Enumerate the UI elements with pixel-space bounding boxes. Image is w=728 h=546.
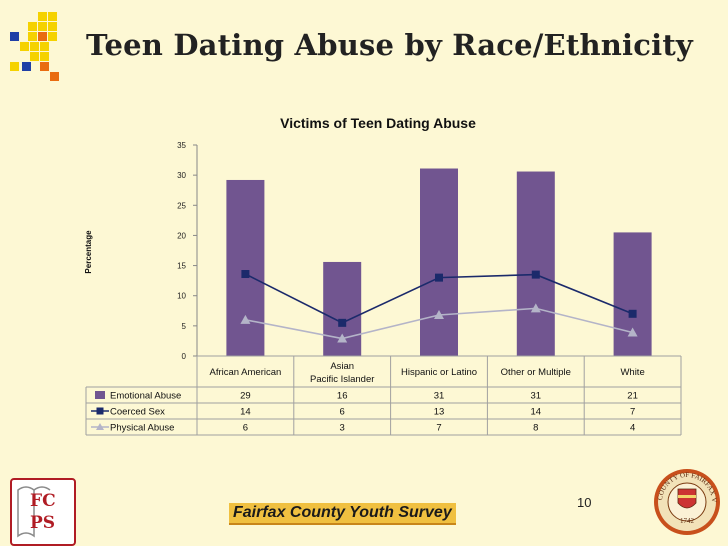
legend-label: Coerced Sex xyxy=(110,407,165,418)
marker-coerced-sex xyxy=(241,270,250,279)
crest-shield xyxy=(677,488,697,509)
y-axis: 0 5 10 15 20 25 30 35 xyxy=(177,141,198,361)
data-label: 31 xyxy=(434,391,445,402)
data-label: 29 xyxy=(240,391,251,402)
deco-square xyxy=(10,62,19,71)
deco-square xyxy=(10,32,19,41)
bar-emotional-abuse xyxy=(226,179,265,356)
chart-title: Victims of Teen Dating Abuse xyxy=(280,115,476,131)
marker-coerced-sex xyxy=(435,273,443,282)
data-label: 16 xyxy=(337,391,348,402)
deco-square xyxy=(38,22,47,31)
data-label: 3 xyxy=(340,423,345,434)
y-tick-label: 0 xyxy=(182,352,187,361)
decorative-squares xyxy=(10,12,59,81)
data-label: 21 xyxy=(627,391,638,402)
deco-square xyxy=(38,12,47,21)
deco-square xyxy=(50,72,59,81)
data-table: African American Asian Pacific Islander His… xyxy=(85,355,682,436)
marker-physical-abuse xyxy=(434,310,444,320)
marker-physical-abuse xyxy=(530,303,541,313)
legend-label: Emotional Abuse xyxy=(110,391,181,402)
deco-square xyxy=(30,42,39,51)
y-tick-label: 10 xyxy=(177,292,186,301)
county-seal: COUNTY OF FAIRFAX VIRGINIA 1742 xyxy=(652,467,720,535)
seal-year: 1742 xyxy=(680,517,695,525)
data-label: 4 xyxy=(630,423,635,434)
legend-key-coerced-sex-marker xyxy=(96,407,104,415)
marker-physical-abuse xyxy=(240,314,251,324)
category-label: White xyxy=(620,367,644,378)
logo-text-top: FC xyxy=(30,491,56,511)
category-label: Asian xyxy=(330,361,354,372)
deco-square xyxy=(48,12,57,21)
bar-emotional-abuse xyxy=(613,232,652,356)
y-tick-label: 15 xyxy=(177,262,186,271)
category-label: Pacific Islander xyxy=(310,374,374,385)
y-tick-label: 35 xyxy=(177,141,186,150)
deco-square xyxy=(40,52,49,61)
data-label: 6 xyxy=(340,407,345,418)
marker-coerced-sex xyxy=(628,309,637,318)
legend-label: Physical Abuse xyxy=(110,423,174,434)
data-label: 13 xyxy=(434,407,445,418)
footer-survey-label: Fairfax County Youth Survey xyxy=(229,503,456,525)
y-tick-label: 25 xyxy=(177,201,186,210)
page-number: 10 xyxy=(577,495,592,510)
fcps-logo: FC PS xyxy=(10,478,76,546)
bar-emotional-abuse xyxy=(420,168,458,356)
category-label: Hispanic or Latino xyxy=(401,367,477,378)
data-label: 14 xyxy=(240,407,251,418)
marker-physical-abuse xyxy=(337,333,348,343)
data-label: 7 xyxy=(630,407,635,418)
deco-square xyxy=(40,62,49,71)
data-label: 31 xyxy=(531,391,542,402)
legend-key-physical-abuse-marker xyxy=(96,423,104,430)
y-tick-label: 20 xyxy=(177,231,186,240)
deco-square xyxy=(30,52,39,61)
deco-square xyxy=(28,22,37,31)
deco-square xyxy=(38,32,47,41)
deco-square xyxy=(22,62,31,71)
legend-key-emotional-abuse xyxy=(95,391,105,399)
y-axis-label: Percentage xyxy=(84,230,93,274)
category-label: African American xyxy=(209,367,281,378)
bar-emotional-abuse xyxy=(516,171,555,356)
category-label: Other or Multiple xyxy=(501,367,571,378)
deco-square xyxy=(48,22,57,31)
deco-square xyxy=(40,42,49,51)
deco-square xyxy=(20,42,29,51)
deco-square xyxy=(48,32,57,41)
line-series xyxy=(240,270,638,343)
data-label: 14 xyxy=(531,407,542,418)
marker-coerced-sex xyxy=(531,270,540,279)
y-tick-label: 30 xyxy=(177,171,186,180)
logo-text-bottom: PS xyxy=(30,513,56,533)
data-label: 7 xyxy=(436,423,441,434)
marker-coerced-sex xyxy=(338,318,347,327)
data-label: 6 xyxy=(243,423,248,434)
marker-physical-abuse xyxy=(627,327,638,337)
data-label: 8 xyxy=(533,423,538,434)
deco-square xyxy=(28,32,37,41)
y-tick-label: 5 xyxy=(182,322,187,331)
slide-title: Teen Dating Abuse by Race/Ethnicity xyxy=(86,28,693,62)
book-icon xyxy=(17,486,51,538)
